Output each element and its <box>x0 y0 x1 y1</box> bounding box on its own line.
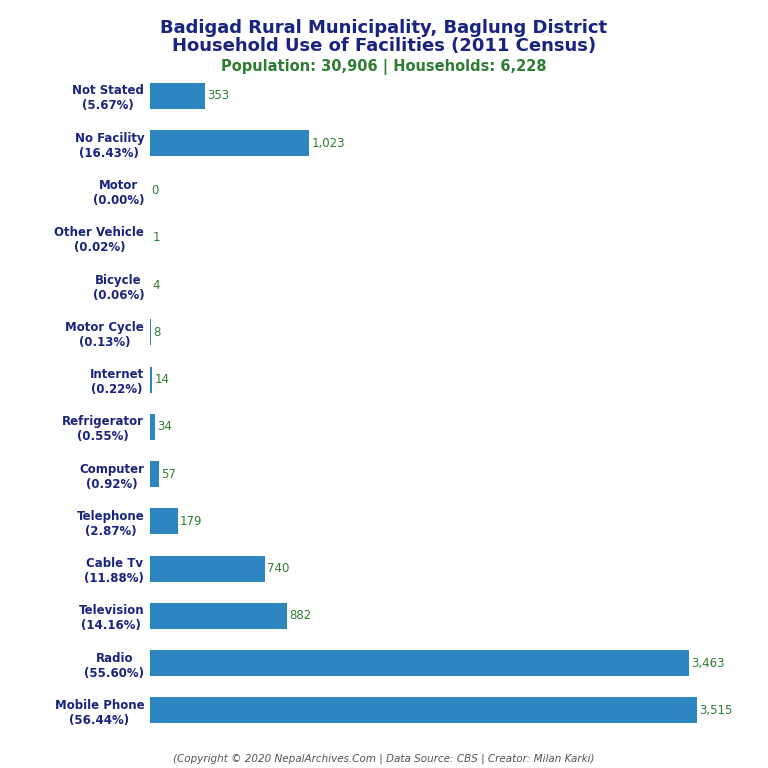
Text: 3,515: 3,515 <box>699 704 733 717</box>
Bar <box>150 603 287 629</box>
Bar <box>150 131 309 156</box>
Text: 0: 0 <box>151 184 159 197</box>
Text: 740: 740 <box>267 562 290 575</box>
Text: Badigad Rural Municipality, Baglung District: Badigad Rural Municipality, Baglung Dist… <box>161 19 607 37</box>
Text: 8: 8 <box>154 326 161 339</box>
Text: Population: 30,906 | Households: 6,228: Population: 30,906 | Households: 6,228 <box>221 59 547 75</box>
Text: 4: 4 <box>153 279 161 292</box>
Text: 3,463: 3,463 <box>691 657 724 670</box>
Text: Household Use of Facilities (2011 Census): Household Use of Facilities (2011 Census… <box>172 37 596 55</box>
Bar <box>150 461 159 487</box>
Bar <box>150 650 689 676</box>
Bar <box>150 555 265 581</box>
Text: 1,023: 1,023 <box>311 137 345 150</box>
Text: 14: 14 <box>154 373 169 386</box>
Text: 882: 882 <box>290 610 312 622</box>
Bar <box>150 508 177 535</box>
Text: 57: 57 <box>161 468 176 481</box>
Bar <box>150 697 697 723</box>
Bar <box>150 366 152 392</box>
Text: 34: 34 <box>157 420 172 433</box>
Text: 179: 179 <box>180 515 203 528</box>
Text: 1: 1 <box>152 231 160 244</box>
Text: 353: 353 <box>207 89 229 102</box>
Bar <box>150 414 155 440</box>
Bar <box>150 83 205 109</box>
Text: (Copyright © 2020 NepalArchives.Com | Data Source: CBS | Creator: Milan Karki): (Copyright © 2020 NepalArchives.Com | Da… <box>174 753 594 764</box>
Bar <box>150 319 151 346</box>
